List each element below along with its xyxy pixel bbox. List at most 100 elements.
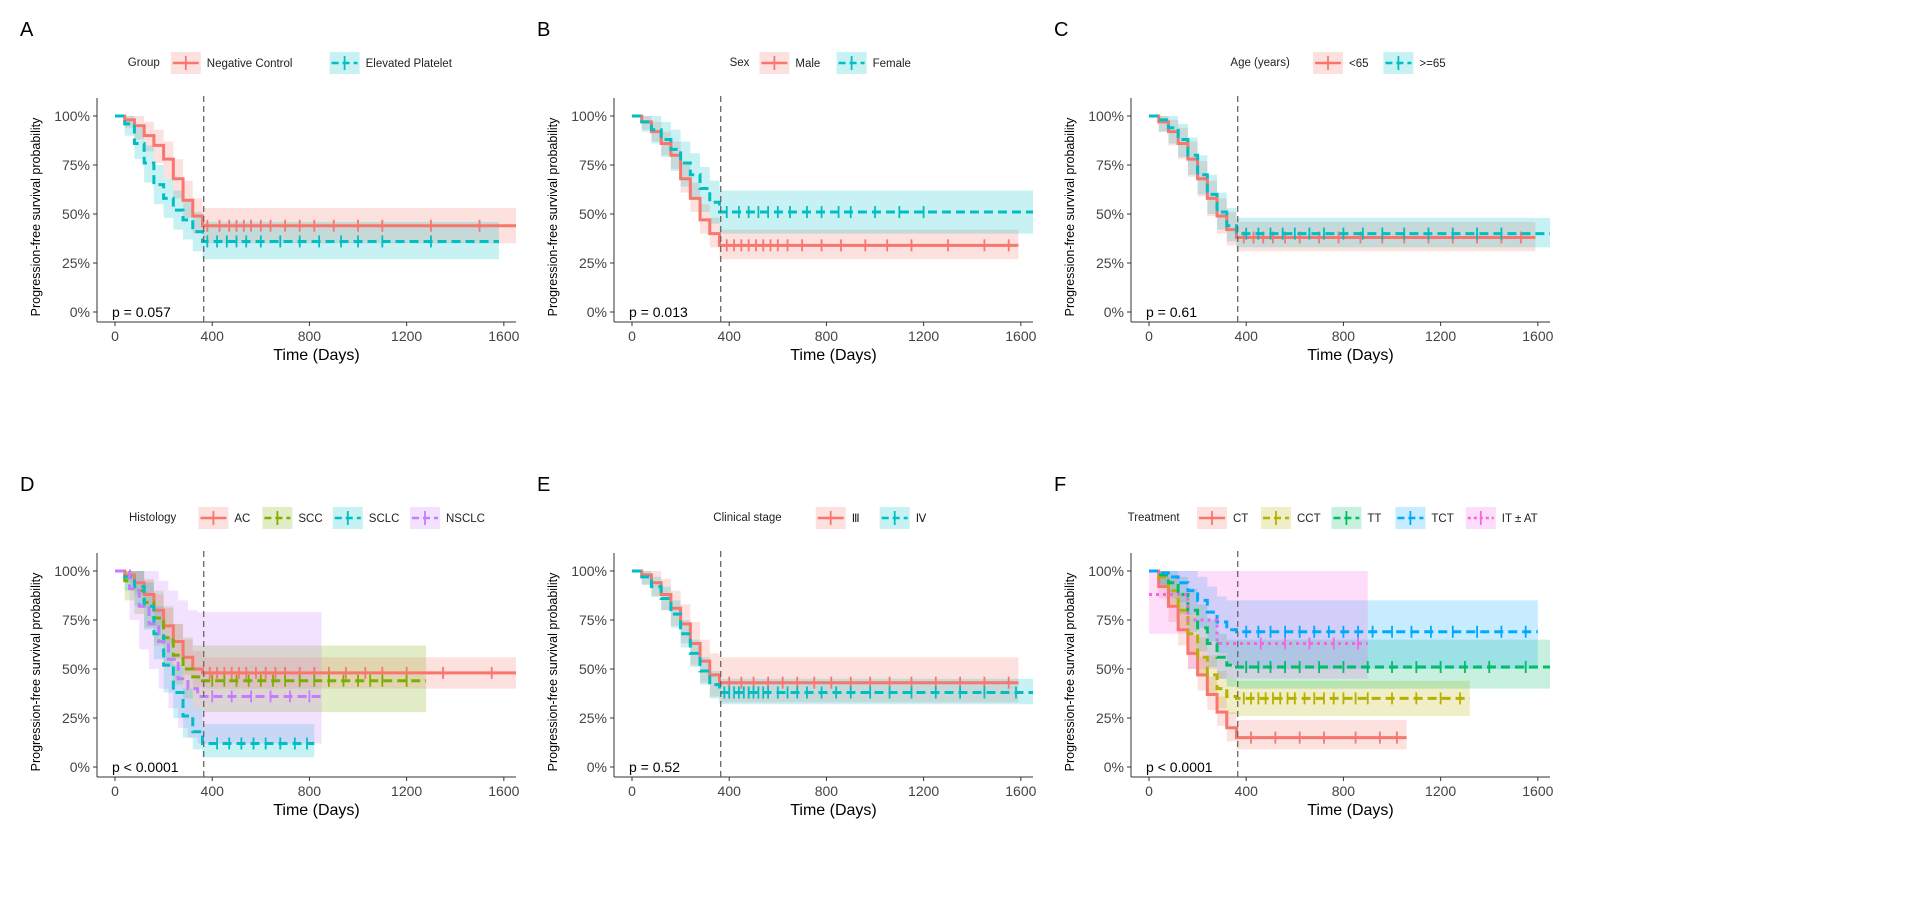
x-tick-label: 0 xyxy=(1145,783,1153,799)
legend-label: TT xyxy=(1367,513,1381,525)
y-tick-label: 75% xyxy=(62,612,90,628)
legend-title: Treatment xyxy=(1128,512,1181,524)
y-tick-label: 50% xyxy=(579,206,607,222)
survival-line-NSCLC xyxy=(115,569,322,698)
y-axis-label: Progression-free survival probability xyxy=(546,117,560,316)
y-tick-label: 100% xyxy=(54,563,90,579)
x-tick-label: 1600 xyxy=(1005,328,1036,344)
panel-letter: E xyxy=(537,474,550,496)
legend-title: Histology xyxy=(129,512,177,524)
y-axis-label: Progression-free survival probability xyxy=(1063,117,1077,316)
legend-label: SCLC xyxy=(369,513,400,525)
y-tick-label: 0% xyxy=(587,759,607,775)
x-axis-label: Time (Days) xyxy=(790,802,877,819)
x-tick-label: 1600 xyxy=(488,783,519,799)
ci-band-TT xyxy=(1149,571,1550,689)
x-tick-label: 0 xyxy=(1145,328,1153,344)
survival-line-Female xyxy=(632,114,1033,214)
legend-item-TT: TT xyxy=(1331,507,1381,529)
x-tick-label: 400 xyxy=(201,783,225,799)
p-value: p < 0.0001 xyxy=(1146,759,1213,775)
x-tick-label: 1600 xyxy=(488,328,519,344)
p-value: p = 0.61 xyxy=(1146,304,1197,320)
survival-line-SCLC xyxy=(115,569,315,745)
ci-band-Ⅳ xyxy=(632,571,1033,705)
legend-label: Female xyxy=(873,58,911,70)
legend-item-IT ± AT: IT ± AT xyxy=(1465,507,1538,529)
legend: Histology AC SCC SCLC NSCLC xyxy=(129,507,485,529)
y-tick-label: 75% xyxy=(1096,157,1124,173)
y-tick-label: 25% xyxy=(1096,255,1124,271)
legend-label: <65 xyxy=(1349,58,1369,70)
x-tick-label: 800 xyxy=(298,783,322,799)
y-tick-label: 50% xyxy=(579,661,607,677)
x-tick-label: 400 xyxy=(201,328,225,344)
y-tick-label: 0% xyxy=(587,304,607,320)
x-tick-label: 1200 xyxy=(391,783,422,799)
ci-band-Elevated Platelet xyxy=(115,116,499,260)
legend-title: Age (years) xyxy=(1230,57,1290,69)
p-value: p = 0.52 xyxy=(629,759,680,775)
y-tick-label: 100% xyxy=(1088,108,1124,124)
ci-band-NSCLC xyxy=(115,571,322,744)
x-tick-label: 400 xyxy=(1235,783,1259,799)
x-tick-label: 800 xyxy=(298,328,322,344)
x-tick-label: 0 xyxy=(628,783,636,799)
legend: Treatment CT CCT TT TCT IT ± AT xyxy=(1128,507,1538,529)
legend-label: CT xyxy=(1233,513,1248,525)
y-tick-label: 50% xyxy=(1096,206,1124,222)
legend-label: Negative Control xyxy=(207,58,293,70)
x-tick-label: 0 xyxy=(111,783,119,799)
ci-band-Ⅲ xyxy=(632,571,1019,703)
legend: Clinical stage Ⅲ Ⅳ xyxy=(713,507,927,529)
legend-label: Ⅳ xyxy=(916,513,927,525)
ci-band-IT ± AT xyxy=(1149,571,1368,679)
y-axis-label: Progression-free survival probability xyxy=(29,117,43,316)
legend-item-Negative Control: Negative Control xyxy=(170,52,293,74)
legend-label: >=65 xyxy=(1419,58,1445,70)
x-tick-label: 0 xyxy=(628,328,636,344)
y-tick-label: 100% xyxy=(571,563,607,579)
x-tick-label: 800 xyxy=(1332,328,1356,344)
panel-A: A 0% 25% 50% 75% 100% 0 400 800 1200 1600 Time (Day… xyxy=(20,19,520,364)
ci-band-CT xyxy=(1149,571,1407,750)
panel-letter: F xyxy=(1054,474,1066,496)
legend-item-SCC: SCC xyxy=(262,507,323,529)
y-tick-label: 100% xyxy=(571,108,607,124)
y-tick-label: 50% xyxy=(62,206,90,222)
panel-B: B 0% 25% 50% 75% 100% 0 400 800 1200 1600 Time (Day… xyxy=(537,19,1037,364)
p-value: p = 0.057 xyxy=(112,304,171,320)
legend-label: Ⅲ xyxy=(852,513,860,525)
legend-item-TCT: TCT xyxy=(1395,507,1454,529)
y-tick-label: 25% xyxy=(62,255,90,271)
y-axis-label: Progression-free survival probability xyxy=(29,572,43,771)
y-tick-label: 50% xyxy=(1096,661,1124,677)
legend-item-CCT: CCT xyxy=(1261,507,1321,529)
legend-item-AC: AC xyxy=(198,507,250,529)
panel-letter: A xyxy=(20,19,34,41)
panel-letter: C xyxy=(1054,19,1068,41)
x-tick-label: 1600 xyxy=(1522,783,1553,799)
survival-line-Elevated Platelet xyxy=(115,114,499,243)
y-tick-label: 50% xyxy=(62,661,90,677)
x-tick-label: 800 xyxy=(815,328,839,344)
y-tick-label: 75% xyxy=(1096,612,1124,628)
survival-line-TCT xyxy=(1149,569,1538,634)
y-tick-label: 0% xyxy=(70,759,90,775)
survival-line-IT ± AT xyxy=(1149,593,1368,646)
legend-title: Sex xyxy=(730,57,750,69)
legend-item-SCLC: SCLC xyxy=(332,507,400,529)
y-tick-label: 75% xyxy=(579,157,607,173)
legend-label: SCC xyxy=(298,513,322,525)
ci-band-Negative Control xyxy=(115,116,516,244)
x-axis-label: Time (Days) xyxy=(1307,802,1394,819)
y-tick-label: 25% xyxy=(579,255,607,271)
legend-label: AC xyxy=(234,513,250,525)
panel-letter: D xyxy=(20,474,34,496)
legend-label: IT ± AT xyxy=(1502,513,1538,525)
x-tick-label: 1200 xyxy=(1425,783,1456,799)
x-axis-label: Time (Days) xyxy=(273,347,360,364)
x-tick-label: 0 xyxy=(111,328,119,344)
x-tick-label: 400 xyxy=(718,783,742,799)
